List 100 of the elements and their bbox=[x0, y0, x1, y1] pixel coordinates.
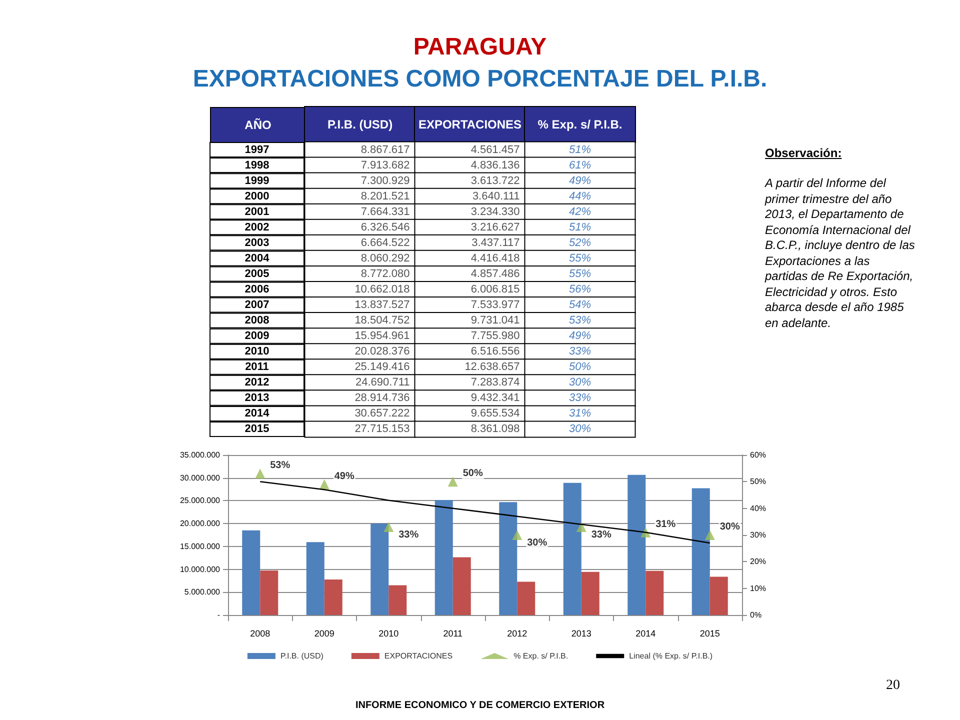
data-label: 55% bbox=[568, 268, 592, 280]
y-tick-label: 2008 bbox=[244, 314, 270, 327]
data-label: 49% bbox=[334, 470, 354, 482]
data-label: 6.006.815 bbox=[470, 284, 520, 296]
data-label: 33% bbox=[568, 346, 592, 358]
data-label: 7.533.977 bbox=[470, 299, 520, 312]
y2-tick-label: 60% bbox=[750, 450, 766, 460]
data-label: 33% bbox=[398, 530, 419, 540]
data-label: 49% bbox=[568, 174, 592, 187]
data-label: 50% bbox=[462, 468, 483, 480]
bar bbox=[710, 576, 728, 615]
data-label: 54% bbox=[568, 299, 592, 312]
y-tick-label: 1999 bbox=[244, 174, 270, 187]
chart-title: PARAGUAY bbox=[413, 34, 547, 60]
y2-tick-label: 0% bbox=[750, 610, 762, 620]
data-label: 61% bbox=[568, 159, 592, 172]
data-label: 28.914.736 bbox=[354, 392, 410, 404]
data-label: 55% bbox=[568, 252, 592, 264]
y-tick-label: 5.000.000 bbox=[184, 588, 221, 597]
y-tick-label: 2012 bbox=[244, 376, 270, 389]
y-tick-label: 10.000.000 bbox=[180, 564, 221, 574]
bar bbox=[692, 488, 710, 615]
y-axis-title: AÑO bbox=[244, 118, 272, 132]
y-tick-label: 2007 bbox=[244, 299, 270, 312]
data-label: 8.867.617 bbox=[360, 144, 410, 156]
data-label: 6.326.546 bbox=[360, 221, 410, 234]
y-tick-label: 2005 bbox=[244, 268, 270, 280]
y-tick-label: 1998 bbox=[244, 159, 270, 172]
chart-subtitle: EXPORTACIONES COMO PORCENTAJE DEL P.I.B. bbox=[192, 66, 768, 92]
x-tick-label: 2014 bbox=[636, 628, 656, 638]
data-label: 4.836.136 bbox=[470, 159, 520, 172]
data-label: 33% bbox=[568, 392, 592, 404]
bar bbox=[242, 530, 260, 615]
data-label: 9.432.341 bbox=[470, 392, 520, 404]
bar bbox=[646, 570, 664, 615]
data-label: 25.149.416 bbox=[354, 361, 410, 374]
data-label: 3.613.722 bbox=[470, 174, 520, 187]
data-label: 53% bbox=[568, 314, 592, 327]
y2-tick-label: 30% bbox=[750, 530, 766, 540]
bar bbox=[324, 580, 342, 615]
data-label: 7.664.331 bbox=[360, 206, 410, 218]
point bbox=[384, 522, 394, 532]
bar bbox=[452, 557, 471, 615]
data-label: 30.657.222 bbox=[354, 408, 410, 420]
text: Observación: bbox=[765, 146, 842, 160]
text: INFORME ECONOMICO Y DE COMERCIO EXTERIOR bbox=[354, 700, 606, 711]
data-label: 31% bbox=[656, 518, 676, 530]
line-series bbox=[259, 481, 711, 544]
data-label: 10.662.018 bbox=[354, 284, 410, 296]
data-label: 30% bbox=[568, 423, 592, 436]
data-label: 27.715.153 bbox=[354, 423, 410, 436]
data-label: 42% bbox=[568, 206, 592, 218]
text: 20 bbox=[886, 678, 900, 694]
text: A partir del Informe del primer trimestre del año 2013, el Departamento de Economía Internacional del B.C.P., incluye dentro de las Exportaciones a las partidas de Re Exportación, Electricidad y otros. Esto abarca desde el año 1985 en adelante. bbox=[765, 176, 915, 330]
data-label: 18.504.752 bbox=[354, 314, 410, 327]
data-label: 30% bbox=[527, 538, 548, 548]
y2-tick-label: 50% bbox=[750, 477, 766, 486]
data-label: 12.638.657 bbox=[464, 361, 520, 374]
y-tick-label: 2015 bbox=[244, 423, 270, 436]
data-label: 4.561.457 bbox=[470, 144, 520, 156]
data-label: 8.060.292 bbox=[360, 252, 410, 264]
bar bbox=[260, 570, 278, 615]
bar bbox=[370, 523, 389, 615]
data-label: 31% bbox=[568, 408, 592, 420]
data-label: 13.837.527 bbox=[354, 299, 410, 312]
y-tick-label: 2013 bbox=[244, 392, 270, 404]
y-tick-label: 2000 bbox=[244, 190, 270, 202]
data-label: 3.216.627 bbox=[470, 221, 520, 234]
legend-label: EXPORTACIONES bbox=[384, 652, 453, 660]
data-label: 6.664.522 bbox=[360, 236, 410, 249]
x-tick-label: % Exp. s/ P.I.B. bbox=[538, 118, 622, 132]
x-tick-label: 2009 bbox=[314, 628, 334, 638]
data-label: 53% bbox=[270, 460, 290, 472]
bar bbox=[628, 474, 646, 615]
data-label: 51% bbox=[568, 144, 592, 156]
data-label: 3.234.330 bbox=[470, 206, 520, 218]
bar bbox=[306, 542, 324, 615]
y2-tick-label: 40% bbox=[750, 504, 766, 513]
point bbox=[448, 476, 458, 487]
data-label: 7.300.929 bbox=[360, 174, 410, 187]
legend-label: % Exp. s/ P.I.B. bbox=[514, 652, 568, 660]
y2-tick-label: 10% bbox=[750, 584, 766, 593]
data-label: 7.755.980 bbox=[470, 330, 520, 342]
x-tick-label: EXPORTACIONES bbox=[418, 118, 522, 132]
data-label: 6.516.556 bbox=[470, 346, 520, 358]
point bbox=[576, 522, 586, 532]
data-label: 7.913.682 bbox=[360, 159, 410, 172]
data-label: 15.954.961 bbox=[354, 330, 410, 342]
y-tick-label: 2011 bbox=[245, 361, 269, 374]
data-label: 4.416.418 bbox=[470, 252, 520, 264]
data-label: 4.857.486 bbox=[470, 268, 520, 280]
bar bbox=[434, 500, 453, 615]
y-tick-label: - bbox=[217, 610, 220, 620]
point bbox=[512, 530, 522, 540]
data-label: 52% bbox=[568, 236, 592, 249]
bar bbox=[499, 502, 518, 615]
y-tick-label: 2006 bbox=[244, 284, 270, 296]
y-tick-label: 2009 bbox=[244, 330, 270, 342]
data-label: 9.655.534 bbox=[470, 408, 520, 420]
x-tick-label: 2011 bbox=[443, 628, 463, 638]
